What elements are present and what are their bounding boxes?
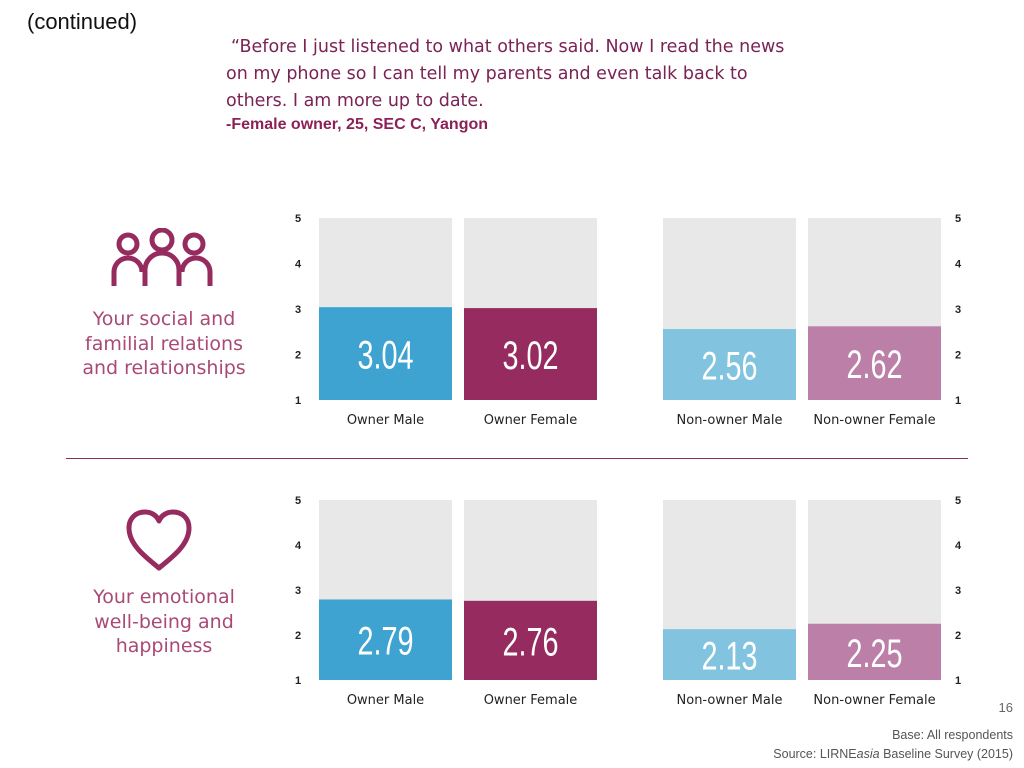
category-label: Non-owner Female	[813, 413, 935, 428]
bar-value-label: 2.25	[846, 631, 902, 676]
bar-value-label: 2.56	[701, 344, 757, 389]
y-tick-right: 2	[955, 350, 961, 362]
section-label-emotional: Your emotional well-being and happiness	[93, 586, 235, 657]
y-tick-left: 5	[295, 495, 301, 507]
quote-line-3: others. I am more up to date.	[226, 91, 484, 111]
bar	[663, 629, 796, 680]
quote-line-2: on my phone so I can tell my parents and…	[226, 64, 748, 84]
footer-source-line: Source: LIRNEasia Baseline Survey (2015)	[773, 745, 1013, 764]
y-tick-right: 4	[955, 540, 962, 552]
bar	[663, 329, 796, 400]
y-tick-right: 5	[955, 495, 961, 507]
y-tick-left: 3	[295, 585, 301, 597]
y-tick-right: 5	[955, 213, 961, 225]
continued-label: (continued)	[27, 9, 138, 34]
category-label: Non-owner Male	[677, 693, 783, 708]
y-tick-right: 1	[955, 395, 961, 407]
page-number: 16	[998, 700, 1013, 715]
bar-value-label: 3.02	[502, 333, 558, 378]
y-tick-left: 4	[295, 259, 302, 271]
y-tick-right: 4	[955, 259, 962, 271]
bar-value-label: 3.04	[357, 333, 413, 378]
section-divider	[66, 458, 968, 459]
bar	[319, 307, 452, 400]
y-tick-left: 1	[295, 395, 301, 407]
source-suffix: Baseline Survey (2015)	[879, 747, 1013, 761]
footer-base: Base: All respondents	[892, 728, 1013, 742]
bar	[464, 308, 597, 400]
heart-icon	[126, 509, 192, 571]
category-label: Owner Male	[347, 693, 424, 708]
category-label: Owner Female	[484, 693, 578, 708]
footer-source: Base: All respondents Source: LIRNEasia …	[773, 726, 1013, 764]
people-group-icon	[111, 228, 213, 286]
y-tick-right: 2	[955, 630, 961, 642]
bar	[319, 599, 452, 680]
bar	[464, 600, 597, 680]
source-prefix: Source: LIRNE	[773, 747, 857, 761]
category-label: Non-owner Male	[677, 413, 783, 428]
y-tick-left: 2	[295, 350, 301, 362]
section-label-social: Your social and familial relations and r…	[82, 308, 246, 379]
category-label: Non-owner Female	[813, 693, 935, 708]
y-tick-left: 3	[295, 304, 301, 316]
bar	[808, 326, 941, 400]
bar-value-label: 2.62	[846, 343, 902, 388]
testimonial-quote: “Before I just listened to what others s…	[226, 34, 846, 115]
source-italic: asia	[856, 747, 880, 761]
y-tick-right: 3	[955, 304, 961, 316]
y-tick-left: 4	[295, 540, 302, 552]
y-tick-left: 1	[295, 675, 301, 687]
category-label: Owner Female	[484, 413, 578, 428]
y-tick-left: 2	[295, 630, 301, 642]
category-label: Owner Male	[347, 413, 424, 428]
bar-value-label: 2.13	[701, 634, 757, 679]
bar	[808, 623, 941, 680]
bar-value-label: 2.79	[357, 619, 413, 664]
bar-value-label: 2.76	[502, 620, 558, 665]
quote-attribution: -Female owner, 25, SEC C, Yangon	[226, 116, 489, 133]
y-tick-right: 3	[955, 585, 961, 597]
quote-line-1: “Before I just listened to what others s…	[231, 37, 785, 57]
y-tick-left: 5	[295, 213, 301, 225]
y-tick-right: 1	[955, 675, 961, 687]
